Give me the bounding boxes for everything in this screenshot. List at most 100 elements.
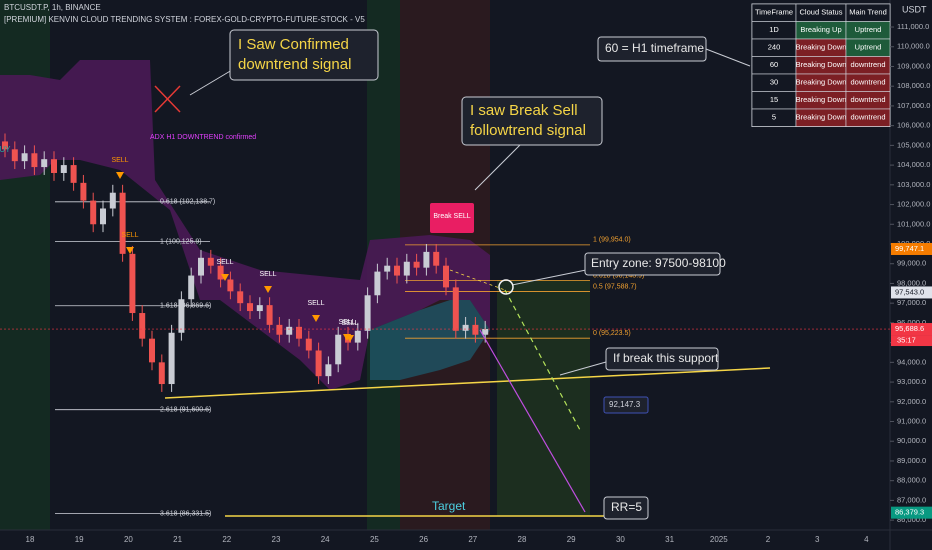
candle-body	[207, 257, 214, 266]
candle-body	[364, 295, 371, 331]
callout-text: 60 = H1 timeframe	[605, 41, 704, 55]
callout-text: RR=5	[611, 500, 642, 514]
candle-body	[305, 338, 312, 351]
callout	[597, 36, 707, 62]
sell-label: SELL	[216, 259, 233, 266]
price-tag-label: 95,688.6	[895, 324, 924, 333]
y-tick-label: 98,000.0	[897, 278, 926, 287]
currency-label: USDT	[902, 4, 927, 14]
fib-label: 0.5 (97,588.7)	[593, 283, 637, 290]
price-tag	[891, 323, 932, 336]
sell-marker	[312, 315, 320, 322]
x-tick-label: 28	[518, 535, 527, 544]
candle-body	[100, 208, 106, 225]
entry-circle	[498, 279, 514, 295]
candle-body	[129, 253, 136, 314]
y-tick-label: 109,000.0	[897, 61, 930, 70]
table-header: Cloud Status	[800, 8, 843, 17]
table-text: 1D	[769, 25, 779, 34]
y-tick-label: 96,000.0	[897, 318, 926, 327]
sell-label: SELL	[259, 271, 276, 278]
countdown-box	[891, 335, 932, 347]
callout-text: I saw Break Sell	[470, 102, 578, 119]
plot-area: 0.618 (102,138.7) 1 (100,125.9) 1.618 (96,…	[2, 133, 644, 517]
candle-body	[149, 338, 155, 363]
y-tick-label: 111,000.0	[897, 22, 929, 31]
candle-body	[354, 330, 361, 343]
callout	[605, 347, 719, 371]
chart-subtitle: [PREMIUM] KENVIN CLOUD TRENDING SYSTEM :…	[4, 15, 365, 24]
x-tick-label: 2	[766, 535, 771, 544]
table-text: 5	[772, 113, 776, 122]
candle-body	[237, 291, 244, 304]
price-tag-label: 99,747.1	[895, 244, 924, 253]
fib-label: 3.618 (86,331.5)	[160, 510, 211, 517]
candle-body	[198, 257, 204, 276]
candle-body	[158, 362, 165, 385]
price-tag	[891, 286, 932, 299]
table-text: 30	[770, 78, 778, 87]
price-tag	[891, 506, 932, 519]
callout	[584, 252, 721, 276]
y-tick-label: 88,000.0	[897, 476, 926, 485]
sell-marker	[221, 274, 229, 281]
x-tick-label: 26	[419, 535, 428, 544]
candle-body	[296, 326, 302, 339]
y-tick-label: 92,000.0	[897, 397, 926, 406]
y-tick-label: 89,000.0	[897, 456, 926, 465]
table-text: Breaking Down	[796, 43, 847, 52]
table-text: downtrend	[850, 78, 885, 87]
table-cell	[845, 108, 891, 127]
y-tick-label: 110,000.0	[897, 42, 930, 51]
candle-body	[482, 329, 489, 335]
callout	[229, 29, 379, 81]
candle-body	[217, 265, 224, 280]
x-tick-label: 25	[370, 535, 379, 544]
sell-marker	[343, 334, 351, 341]
price-tag-label: 97,543.0	[895, 287, 924, 296]
table-text: Breaking Down	[796, 95, 847, 104]
callout-text: I Saw Confirmed	[238, 36, 349, 53]
y-tick-label: 86,000.0	[897, 515, 926, 524]
pointer	[559, 361, 607, 376]
fib-label: 1 (100,125.9)	[160, 238, 202, 245]
candle-body	[266, 305, 273, 325]
y-tick-label: 94,000.0	[897, 357, 926, 366]
candle-body	[21, 153, 28, 162]
y-tick-label: 93,000.0	[897, 377, 926, 386]
y-tick-label: 99,000.0	[897, 259, 926, 268]
sell-label: SELL	[341, 320, 358, 327]
candle-body	[41, 159, 48, 168]
candle-body	[168, 332, 175, 385]
table-text: Breaking Down	[796, 60, 847, 69]
table-text: 60	[770, 60, 778, 69]
y-tick-label: 103,000.0	[897, 180, 930, 189]
candle-body	[80, 182, 87, 201]
sell-label: SELL	[338, 319, 355, 326]
sell-label: SELL	[121, 232, 138, 239]
projection-label: 92,147.3	[609, 400, 641, 409]
callout	[603, 496, 649, 520]
candle-body	[70, 165, 77, 183]
candle-body	[433, 251, 440, 266]
x-tick-label: 30	[616, 535, 625, 544]
candle-body	[335, 334, 342, 365]
candle-body	[325, 364, 332, 377]
table-text: 15	[770, 95, 778, 104]
y-tick-label: 101,000.0	[897, 219, 930, 228]
x-tick-label: 20	[124, 535, 133, 544]
y-tick-label: 102,000.0	[897, 200, 930, 209]
buy-label: BUY	[0, 145, 11, 154]
table-header: Main Trend	[849, 8, 887, 17]
candle-body	[139, 313, 146, 339]
sell-marker	[116, 172, 124, 179]
candle-body	[247, 303, 253, 312]
pointer	[189, 69, 233, 96]
projection-line	[479, 329, 586, 513]
entry-dash	[449, 269, 506, 291]
sell-marker	[264, 286, 272, 293]
candle-body	[462, 324, 469, 331]
x-tick-label: 19	[75, 535, 84, 544]
cross	[154, 85, 181, 113]
